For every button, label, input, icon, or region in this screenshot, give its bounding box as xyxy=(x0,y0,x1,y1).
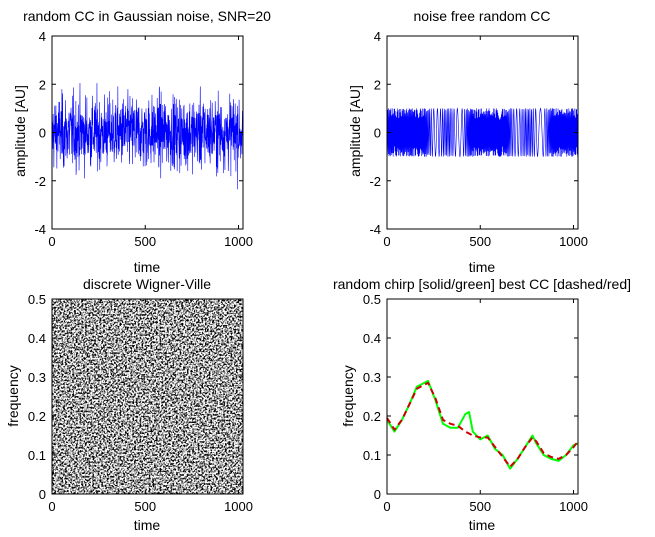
x-tick-label: 500 xyxy=(469,234,491,249)
y-tick-label: 0.5 xyxy=(363,292,381,307)
chart-title: discrete Wigner-Ville xyxy=(83,276,211,292)
plot-area: 0 500 1000 -4 -2 0 2 4 xyxy=(369,29,588,249)
y-tick-label: 0 xyxy=(39,126,46,141)
y-tick-label: 0 xyxy=(374,126,381,141)
y-tick-label: -4 xyxy=(369,222,381,237)
x-axis-label: time xyxy=(134,517,161,533)
series-line-dashed xyxy=(386,381,579,468)
x-tick-label: 500 xyxy=(469,499,491,514)
x-axis-label: time xyxy=(469,517,496,533)
y-axis-label: frequency xyxy=(340,365,356,426)
y-axis-label: frequency xyxy=(5,365,21,426)
x-tick-label: 500 xyxy=(134,499,156,514)
y-tick-label: 0.2 xyxy=(28,409,46,424)
y-tick-label: 0.2 xyxy=(363,409,381,424)
y-tick-label: 0.3 xyxy=(363,370,381,385)
x-tick-label: 1000 xyxy=(559,499,588,514)
series-line-clean xyxy=(386,107,579,158)
chart-title: random chirp [solid/green] best CC [dash… xyxy=(333,276,631,292)
x-tick-label: 500 xyxy=(134,234,156,249)
y-tick-label: 2 xyxy=(374,77,381,92)
x-tick-label: 0 xyxy=(383,499,390,514)
heatmap-texture xyxy=(52,299,243,494)
x-tick-label: 1000 xyxy=(224,234,253,249)
y-tick-label: 0 xyxy=(374,487,381,502)
x-tick-label: 1000 xyxy=(559,234,588,249)
y-tick-label: 0.5 xyxy=(28,292,46,307)
axes-frame xyxy=(51,35,244,230)
x-tick-label: 0 xyxy=(383,234,390,249)
x-tick-label: 0 xyxy=(48,499,55,514)
panel-noisy-signal: random CC in Gaussian noise, SNR=20 0 500… xyxy=(12,8,271,275)
plot-area: 0 500 1000 -4 -2 0 2 4 xyxy=(34,29,253,249)
y-tick-label: 0.4 xyxy=(28,331,46,346)
panel-wigner-ville: discrete Wigner-Ville 0 500 1000 0 0.1 0.2 0.3… xyxy=(5,276,253,533)
plot-area: 0 500 1000 0 0.1 0.2 0.3 0.4 0.5 xyxy=(28,292,253,514)
axes-frame xyxy=(386,298,579,495)
x-axis-label: time xyxy=(134,259,161,275)
y-tick-label: 0.1 xyxy=(28,448,46,463)
y-tick-label: 2 xyxy=(39,77,46,92)
axes-frame xyxy=(386,35,579,230)
y-tick-label: 0 xyxy=(39,487,46,502)
panel-chirp-fit: random chirp [solid/green] best CC [dash… xyxy=(333,276,631,533)
plot-area: 0 500 1000 0 0.1 0.2 0.3 0.4 0.5 xyxy=(363,292,588,514)
y-tick-label: -2 xyxy=(34,174,46,189)
y-tick-label: -4 xyxy=(34,222,46,237)
y-tick-label: 4 xyxy=(39,29,46,44)
y-axis-label: amplitude [AU] xyxy=(12,85,28,177)
y-tick-label: 0.1 xyxy=(363,448,381,463)
axes-frame xyxy=(51,298,244,495)
y-axis-label: amplitude [AU] xyxy=(347,85,363,177)
series-line-solid xyxy=(386,379,579,470)
panel-noise-free-signal: noise free random CC 0 500 1000 -4 -2 0 2 4 tim… xyxy=(347,8,588,275)
x-axis-label: time xyxy=(469,259,496,275)
x-tick-label: 0 xyxy=(48,234,55,249)
chart-title: noise free random CC xyxy=(414,8,551,24)
x-tick-label: 1000 xyxy=(224,499,253,514)
series-line-noisy xyxy=(51,83,244,190)
y-tick-label: 4 xyxy=(374,29,381,44)
y-tick-label: 0.3 xyxy=(28,370,46,385)
chart-title: random CC in Gaussian noise, SNR=20 xyxy=(23,8,271,24)
y-tick-label: 0.4 xyxy=(363,331,381,346)
y-tick-label: -2 xyxy=(369,174,381,189)
